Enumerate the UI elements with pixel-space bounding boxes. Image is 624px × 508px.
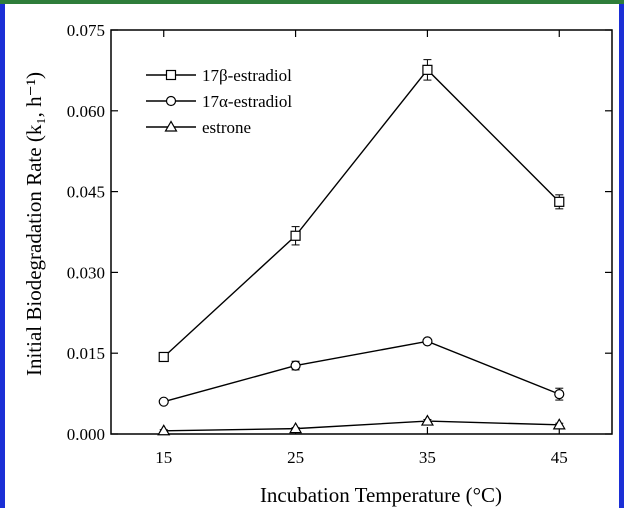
x-tick-label: 15	[155, 448, 172, 467]
y-tick-label: 0.075	[67, 21, 105, 40]
y-axis-title: Initial Biodegradation Rate (k₁, h⁻¹)	[22, 72, 46, 376]
triangle-marker	[157, 424, 171, 436]
square-marker	[290, 230, 301, 241]
circle-marker	[158, 396, 169, 407]
series-line	[163, 420, 560, 432]
legend-entry: estrone	[146, 118, 251, 137]
legend-label: 17α-estradiol	[202, 92, 292, 111]
circle-marker	[290, 360, 301, 371]
triangle-marker	[552, 418, 566, 430]
frame-left-border	[0, 4, 5, 508]
triangle-marker	[289, 421, 303, 434]
series-line	[163, 68, 560, 358]
y-tick-label: 0.030	[67, 263, 105, 282]
legend-label: estrone	[202, 118, 251, 137]
circle-marker	[422, 336, 433, 347]
y-tick-label: 0.000	[67, 425, 105, 444]
legend-entry: 17α-estradiol	[146, 92, 292, 111]
y-tick-label: 0.015	[67, 344, 105, 363]
y-tick-label: 0.060	[67, 102, 105, 121]
ticks-layer: 0.000 0.015 0.030 0.045 0.060 0.075 15 25 35 45	[67, 21, 612, 467]
legend-label: 17β-estradiol	[202, 66, 292, 85]
x-tick-label: 35	[419, 448, 436, 467]
x-tick-label: 25	[287, 448, 304, 467]
series-square	[158, 59, 565, 363]
circle-marker	[554, 389, 565, 400]
frame-top-border	[0, 0, 624, 4]
triangle-marker	[164, 120, 178, 132]
triangle-marker	[420, 414, 434, 426]
plot-area-frame	[110, 29, 613, 435]
axes-layer	[110, 29, 613, 435]
series-triangle	[157, 414, 566, 436]
legend-entry: 17β-estradiol	[146, 66, 292, 85]
series-circle	[158, 336, 565, 407]
square-marker	[422, 64, 433, 75]
square-marker	[165, 69, 177, 81]
series-line	[163, 340, 560, 403]
series-layer	[157, 59, 566, 436]
legend: 17β-estradiol 17α-estradiol estrone	[146, 66, 292, 137]
square-marker	[554, 196, 565, 207]
y-tick-label: 0.045	[67, 183, 105, 202]
circle-marker	[165, 95, 177, 107]
square-marker	[158, 351, 169, 363]
x-tick-label: 45	[551, 448, 568, 467]
frame-right-border	[619, 4, 624, 508]
x-axis-title: Incubation Temperature (°C)	[260, 483, 502, 507]
